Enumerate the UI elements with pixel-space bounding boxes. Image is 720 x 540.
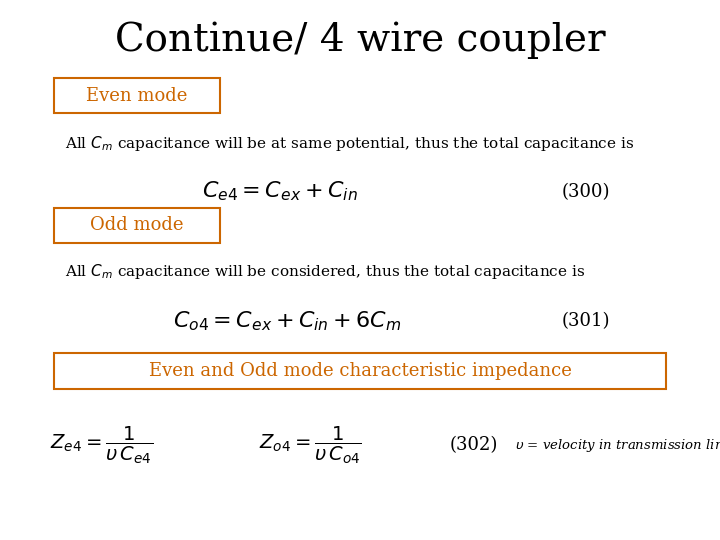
FancyBboxPatch shape xyxy=(54,353,666,389)
FancyBboxPatch shape xyxy=(54,208,220,243)
Text: (302): (302) xyxy=(450,436,498,455)
FancyBboxPatch shape xyxy=(54,78,220,113)
Text: Even and Odd mode characteristic impedance: Even and Odd mode characteristic impedan… xyxy=(148,362,572,380)
Text: Even mode: Even mode xyxy=(86,87,187,105)
Text: (301): (301) xyxy=(562,312,610,330)
Text: $Z_{e4} = \dfrac{1}{\upsilon \, C_{e4}}$: $Z_{e4} = \dfrac{1}{\upsilon \, C_{e4}}$ xyxy=(50,425,153,466)
Text: All $C_m$ capacitance will be considered, thus the total capacitance is: All $C_m$ capacitance will be considered… xyxy=(65,262,585,281)
Text: $C_{o4} = C_{ex} + C_{in} + 6C_{m}$: $C_{o4} = C_{ex} + C_{in} + 6C_{m}$ xyxy=(173,309,401,333)
Text: $C_{e4} = C_{ex} + C_{in}$: $C_{e4} = C_{ex} + C_{in}$ xyxy=(202,180,357,204)
Text: $Z_{o4} = \dfrac{1}{\upsilon \, C_{o4}}$: $Z_{o4} = \dfrac{1}{\upsilon \, C_{o4}}$ xyxy=(259,425,362,466)
Text: All $C_m$ capacitance will be at same potential, thus the total capacitance is: All $C_m$ capacitance will be at same po… xyxy=(65,133,634,153)
Text: Odd mode: Odd mode xyxy=(90,217,184,234)
Text: (300): (300) xyxy=(562,183,610,201)
Text: $\upsilon$ = velocity in transmission line: $\upsilon$ = velocity in transmission li… xyxy=(515,437,720,454)
Text: Continue/ 4 wire coupler: Continue/ 4 wire coupler xyxy=(114,22,606,59)
